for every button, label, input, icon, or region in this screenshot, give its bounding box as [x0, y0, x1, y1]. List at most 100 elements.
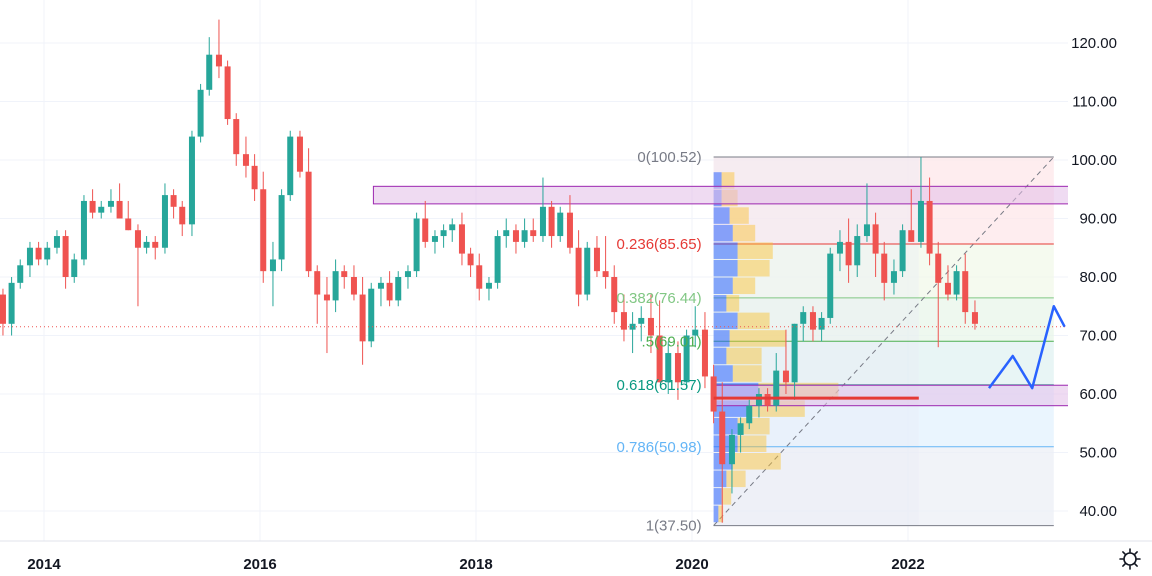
overlays[interactable] [0, 305, 1068, 400]
price-tick-label: 60.00 [1079, 386, 1117, 403]
price-axis[interactable]: 40.00 50.00 60.00 70.00 80.00 90.00 100.00 110.… [1068, 0, 1152, 575]
volume-profile-sell-bar [726, 347, 762, 365]
volume-profile-buy-bar [713, 365, 733, 382]
volume-profile-sell-bar [721, 488, 732, 505]
candle-body [341, 271, 348, 277]
candle-body [530, 230, 537, 237]
candle-body [692, 329, 699, 336]
price-tick-label: 40.00 [1079, 503, 1117, 520]
candle-body [854, 236, 861, 266]
candle-body [62, 236, 69, 277]
candle-body [224, 66, 231, 120]
candle-body [836, 241, 843, 254]
candle-body [512, 230, 519, 242]
candle-body [431, 236, 438, 242]
candle-body [386, 282, 393, 301]
fib-band [713, 446, 1054, 526]
candle-body [125, 218, 132, 231]
candle-body [17, 265, 24, 283]
supply-demand-zones[interactable] [372, 185, 1093, 407]
candle-body [260, 189, 267, 272]
volume-profile-sell-bar [737, 242, 773, 259]
candle-body [89, 200, 96, 213]
candle-body [557, 212, 564, 237]
volume-profile-sell-bar [721, 172, 735, 189]
candle-body [413, 218, 420, 272]
candle-body [728, 434, 735, 465]
candle-body [665, 353, 672, 383]
fibonacci-labels: 0(100.52) 0.236(85.65) 0.382(76.44) .5(69.0… [617, 149, 702, 535]
time-tick-label: 2014 [27, 556, 61, 573]
candle-body [566, 212, 573, 248]
candle-body [143, 241, 150, 248]
fib-level-label: 0.382(76.44) [617, 290, 702, 307]
candle-body [98, 206, 105, 213]
time-axis[interactable]: 2014 2016 2018 2020 2022 [0, 540, 1152, 575]
volume-profile-buy-bar [713, 312, 738, 330]
candle-body [926, 200, 933, 254]
candle-body [701, 329, 708, 377]
candle-body [539, 206, 546, 237]
candle-body [368, 288, 375, 342]
candle-body [422, 218, 429, 242]
candle-body [494, 236, 501, 283]
candle-body [458, 224, 465, 254]
candle-body [638, 317, 645, 324]
price-tick-label: 110.00 [1072, 94, 1117, 111]
candle-body [746, 405, 753, 424]
volume-profile-sell-bar [737, 417, 770, 435]
candle-body [809, 312, 816, 330]
candle-body [116, 200, 123, 219]
candle-body [620, 312, 627, 330]
price-tick-label: 120.00 [1071, 35, 1117, 52]
candle-body [935, 253, 942, 283]
candle-body [845, 241, 852, 266]
candle-body [395, 277, 402, 301]
candle-body [53, 236, 60, 248]
time-tick-label: 2022 [891, 556, 924, 573]
time-axis-bg [0, 541, 1152, 575]
volume-profile-sell-bar [729, 330, 786, 347]
fib-level-label: 0.618(61.57) [617, 377, 702, 394]
candle-body [872, 224, 879, 254]
candle-body [602, 271, 609, 277]
candle-body [674, 353, 681, 383]
zone-rectangle [372, 185, 1093, 205]
candle-body [35, 247, 42, 260]
candle-body [548, 206, 555, 237]
candle-body [611, 277, 618, 313]
volume-profile-buy-bar [713, 295, 727, 312]
volume-profile-sell-bar [732, 224, 756, 242]
candle-body [44, 247, 51, 260]
candle-body [719, 411, 726, 465]
candle-body [287, 136, 294, 196]
candle-body [764, 394, 771, 406]
volume-profile-sell-bar [732, 453, 781, 470]
candle-body [800, 312, 807, 324]
candle-body [521, 230, 528, 242]
candle-body [467, 253, 474, 266]
time-tick-label: 2016 [243, 556, 276, 573]
volume-profile-sell-bar [737, 312, 770, 330]
candle-body [503, 230, 510, 237]
candle-body [656, 335, 663, 383]
volume-profile-buy-bar [713, 417, 738, 435]
volume-profile-buy-bar [713, 172, 722, 189]
candle-body [350, 277, 357, 295]
candle-body [953, 271, 960, 295]
volume-profile-buy-bar [713, 224, 733, 242]
candle-body [755, 394, 762, 406]
candle-body [962, 271, 969, 313]
candle-body [818, 317, 825, 330]
candle-body [215, 54, 222, 67]
candle-body [584, 247, 591, 295]
candle-body [440, 230, 447, 237]
fib-trend-line [713, 156, 1055, 526]
candle-body [134, 230, 141, 248]
fib-level-label: 0.786(50.98) [617, 439, 702, 456]
settings-gear-icon[interactable] [1118, 547, 1142, 571]
candle-body [80, 200, 87, 260]
candle-body [449, 224, 456, 231]
volume-profile-buy-bar [713, 488, 722, 505]
